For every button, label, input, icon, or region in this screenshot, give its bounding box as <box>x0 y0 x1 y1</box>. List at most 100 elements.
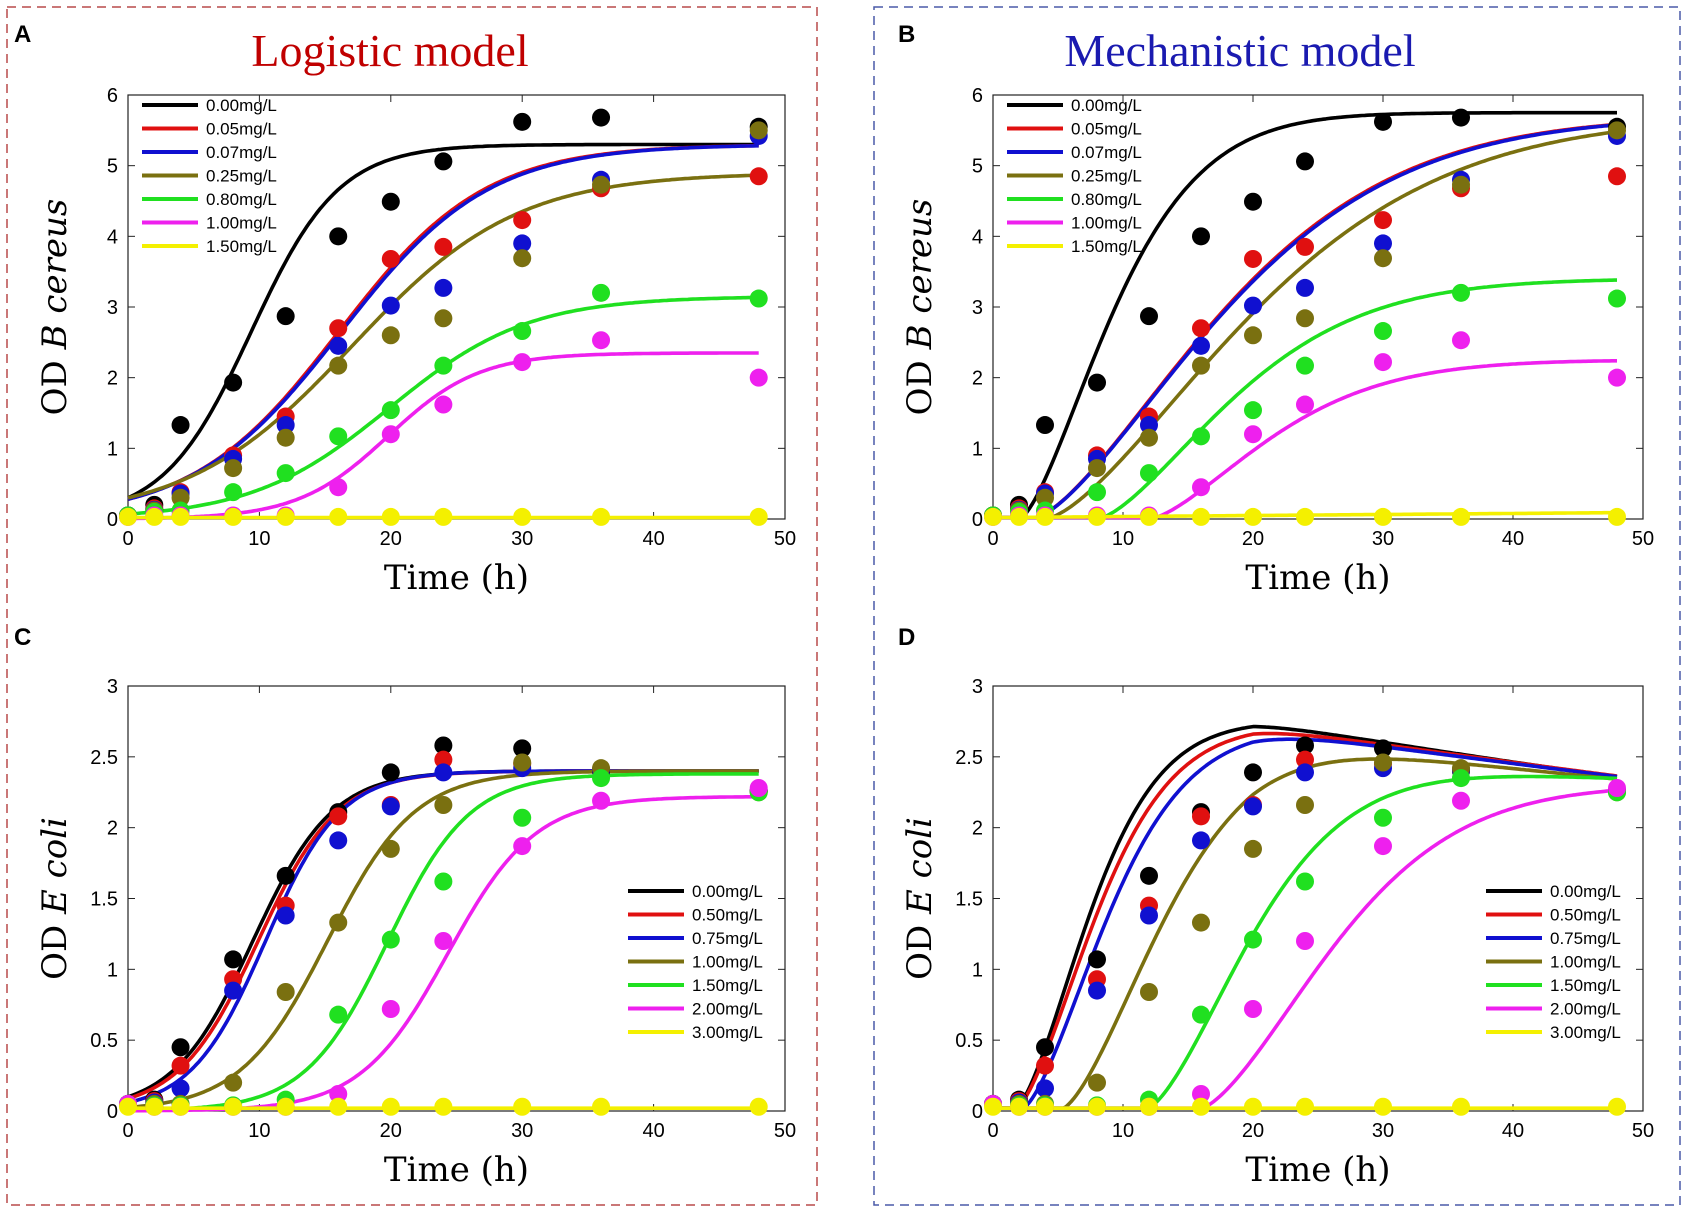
y-tick-label: 2.5 <box>955 747 983 769</box>
data-point <box>1088 981 1106 1000</box>
legend-entry-label: 0.00mg/L <box>692 882 763 901</box>
data-point <box>224 1073 243 1092</box>
data-point <box>329 478 348 497</box>
data-point <box>1192 1097 1210 1116</box>
data-point <box>434 763 453 782</box>
data-point <box>592 283 611 302</box>
panel-letter: C <box>14 624 31 651</box>
y-tick-label: 0 <box>972 1101 983 1123</box>
data-point <box>1374 1097 1392 1116</box>
data-point <box>1192 227 1210 246</box>
legend-entry-label: 0.07mg/L <box>206 143 277 162</box>
data-point <box>1192 831 1210 850</box>
data-point <box>513 808 532 827</box>
x-tick-label: 10 <box>248 1120 270 1142</box>
panel-title: Mechanistic model <box>1064 25 1415 76</box>
legend-entry-label: 0.25mg/L <box>1071 167 1142 186</box>
fit-curve-000mgl <box>127 142 759 500</box>
y-tick-label: 5 <box>972 156 983 178</box>
data-point <box>1374 249 1392 268</box>
data-point <box>145 507 164 526</box>
data-point <box>513 211 532 230</box>
data-point <box>513 837 532 856</box>
data-point <box>434 278 453 297</box>
data-point <box>1192 319 1210 338</box>
data-point <box>119 507 137 526</box>
data-point <box>381 930 400 949</box>
legend-entry-label: 0.07mg/L <box>1071 143 1142 162</box>
data-point <box>434 152 453 171</box>
data-point <box>1088 459 1106 478</box>
data-point <box>1140 428 1158 447</box>
data-point <box>513 112 532 131</box>
data-point <box>1374 837 1392 856</box>
x-tick-label: 50 <box>1632 528 1654 550</box>
data-point <box>592 769 611 788</box>
legend-entry-label: 0.00mg/L <box>1071 96 1142 115</box>
data-point <box>1296 395 1314 414</box>
data-point <box>749 507 768 526</box>
data-point <box>171 416 190 435</box>
y-tick-label: 1.5 <box>955 889 983 911</box>
data-point <box>1296 278 1314 297</box>
data-point <box>381 763 400 782</box>
data-point <box>1452 175 1470 194</box>
legend-entry-label: 1.50mg/L <box>1550 976 1621 995</box>
data-point <box>1452 769 1470 788</box>
legend-entry-label: 0.05mg/L <box>206 120 277 139</box>
data-point <box>1192 807 1210 826</box>
data-point <box>1036 488 1054 507</box>
data-point <box>1244 296 1262 315</box>
data-point <box>749 167 768 186</box>
legend-entry-label: 1.00mg/L <box>206 214 277 233</box>
x-tick-label: 0 <box>987 1120 998 1142</box>
data-point <box>1036 1056 1054 1075</box>
fit-curve-000mgl <box>993 724 1618 1110</box>
data-point <box>276 1097 295 1116</box>
data-point <box>276 307 295 326</box>
x-tick-label: 30 <box>511 528 533 550</box>
data-point <box>1036 1079 1054 1098</box>
x-tick-label: 10 <box>248 528 270 550</box>
legend: 0.00mg/L 0.50mg/L 0.75mg/L 1.00mg/L 1.50mg/L… <box>628 882 763 1042</box>
data-point <box>592 791 611 810</box>
x-tick-label: 40 <box>642 528 664 550</box>
data-point <box>1088 373 1106 392</box>
data-point <box>1296 356 1314 375</box>
data-point <box>1244 797 1262 816</box>
legend-entry-label: 2.00mg/L <box>692 1000 763 1019</box>
data-point <box>329 1005 348 1024</box>
data-point <box>434 796 453 814</box>
data-point <box>434 872 453 891</box>
x-tick-label: 50 <box>774 1120 796 1142</box>
chart-panel-a: A Logistic model 0 10 20 30 40 50 0 1 2 3 4 5 6 Time (h… <box>14 21 796 598</box>
data-point <box>329 1085 348 1103</box>
data-point <box>1374 234 1392 253</box>
data-point <box>1244 425 1262 444</box>
data-point <box>224 483 243 502</box>
data-point <box>513 249 532 268</box>
x-tick-label: 40 <box>1502 1120 1524 1142</box>
data-point <box>513 1097 532 1116</box>
data-point <box>1608 121 1626 140</box>
plot-area-frame <box>992 685 1644 1112</box>
legend: 0.00mg/L 0.05mg/L 0.07mg/L 0.25mg/L 0.80mg/L… <box>142 96 277 256</box>
data-point <box>513 739 532 758</box>
data-point <box>1374 507 1392 526</box>
y-tick-label: 3 <box>107 676 118 698</box>
data-point <box>381 1000 400 1018</box>
panel-letter: D <box>898 624 915 651</box>
data-point <box>1452 507 1470 526</box>
data-point <box>171 1097 190 1116</box>
data-point <box>1296 796 1314 814</box>
y-tick-label: 0 <box>972 509 983 531</box>
data-point <box>1036 1097 1054 1116</box>
y-axis-label: OD E coli <box>900 817 940 980</box>
data-point <box>1140 416 1158 435</box>
data-point <box>1192 913 1210 932</box>
y-tick-label: 1 <box>107 959 118 981</box>
data-point <box>513 753 532 772</box>
x-tick-label: 30 <box>511 1120 533 1142</box>
data-point <box>171 507 190 526</box>
